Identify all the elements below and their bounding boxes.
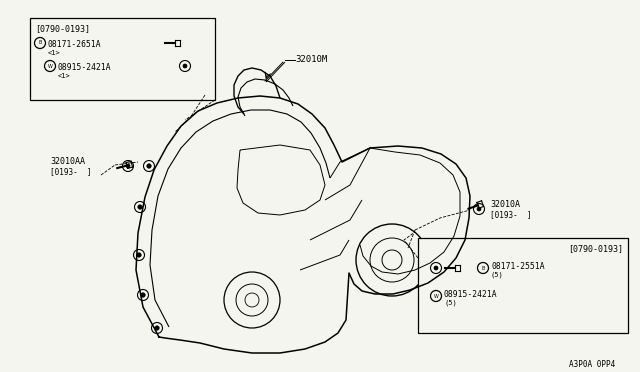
Text: 08915-2421A: 08915-2421A <box>444 290 498 299</box>
Text: (5): (5) <box>444 300 457 307</box>
Text: 32010M: 32010M <box>295 55 327 64</box>
Circle shape <box>183 64 187 68</box>
Text: 32010AA: 32010AA <box>50 157 85 166</box>
Bar <box>30 18 215 100</box>
Text: [0193-  ]: [0193- ] <box>490 210 532 219</box>
Text: 08915-2421A: 08915-2421A <box>58 63 111 72</box>
Text: W: W <box>47 64 52 68</box>
Text: B: B <box>481 266 484 270</box>
Text: (5): (5) <box>491 272 504 279</box>
Text: 08171-2651A: 08171-2651A <box>48 40 102 49</box>
Circle shape <box>155 326 159 330</box>
Circle shape <box>141 293 145 297</box>
Text: [0193-  ]: [0193- ] <box>50 167 92 176</box>
Text: 32010A: 32010A <box>490 200 520 209</box>
Bar <box>418 238 628 333</box>
Text: [0790-0193]: [0790-0193] <box>568 244 623 253</box>
Text: A3P0A 0PP4: A3P0A 0PP4 <box>569 360 615 369</box>
Circle shape <box>434 266 438 270</box>
Text: [0790-0193]: [0790-0193] <box>35 24 90 33</box>
Text: B: B <box>38 41 42 45</box>
Text: <1>: <1> <box>48 50 61 56</box>
Circle shape <box>126 164 130 168</box>
Circle shape <box>477 207 481 211</box>
Circle shape <box>138 205 142 209</box>
Text: W: W <box>433 294 438 298</box>
Text: <1>: <1> <box>58 73 71 79</box>
Circle shape <box>147 164 151 168</box>
Text: 08171-2551A: 08171-2551A <box>491 262 545 271</box>
Circle shape <box>137 253 141 257</box>
